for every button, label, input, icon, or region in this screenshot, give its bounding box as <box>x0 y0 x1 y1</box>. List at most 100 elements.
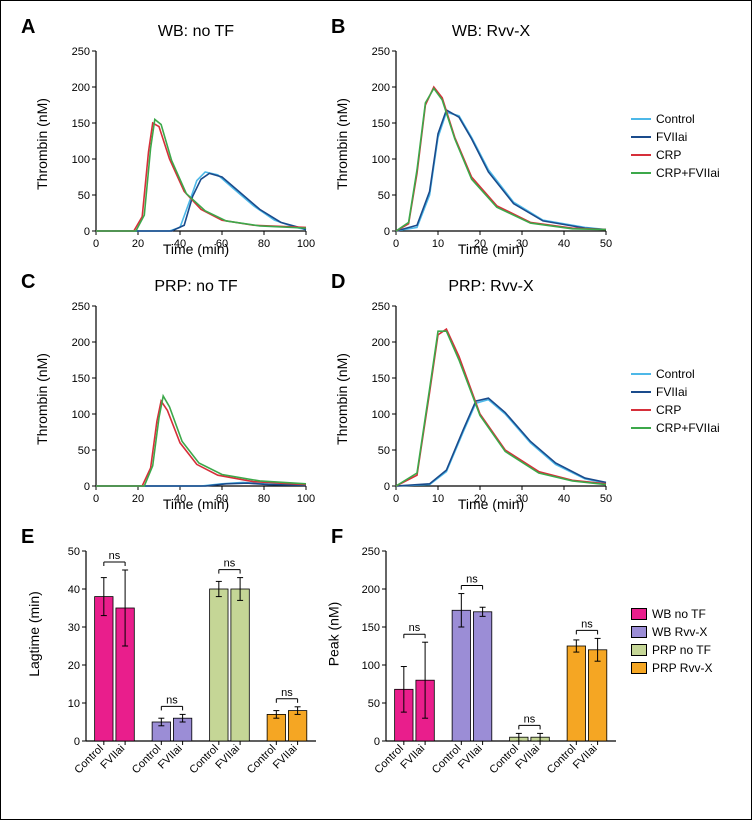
legend-row: FVIIai <box>631 384 720 400</box>
legend-swatch <box>631 391 651 393</box>
svg-text:FVIIai: FVIIai <box>98 743 127 772</box>
svg-text:50: 50 <box>378 190 390 202</box>
legend-label: Control <box>656 112 695 126</box>
svg-text:200: 200 <box>72 337 90 349</box>
svg-text:0: 0 <box>84 481 90 493</box>
svg-text:ns: ns <box>281 687 293 699</box>
legend-label: FVIIai <box>656 385 687 399</box>
legend-label: CRP <box>656 403 681 417</box>
svg-text:250: 250 <box>372 46 390 58</box>
panel-label-e: E <box>21 526 34 549</box>
legend-row: Control <box>631 366 720 382</box>
legend-label: Control <box>656 367 695 381</box>
ylabel-c: Thrombin (nM) <box>34 353 50 445</box>
figure-container: A B C D E F WB: no TF WB: Rvv-X PRP: no … <box>0 0 752 820</box>
legend-swatch <box>631 118 651 120</box>
chart-d: 05010015020025001020304050 <box>356 296 616 516</box>
legend-row: FVIIai <box>631 129 720 145</box>
legend-label: CRP+FVIIai <box>656 166 720 180</box>
svg-text:FVIIai: FVIIai <box>571 743 600 772</box>
svg-text:0: 0 <box>384 226 390 238</box>
legend-label: PRP no TF <box>652 643 711 657</box>
svg-text:ns: ns <box>581 618 593 630</box>
xlabel-a: Time (min) <box>76 241 316 257</box>
svg-text:50: 50 <box>378 445 390 457</box>
legend-row: PRP Rvv-X <box>631 660 712 676</box>
svg-text:100: 100 <box>372 154 390 166</box>
svg-text:30: 30 <box>68 622 80 634</box>
legend-swatch <box>631 172 651 174</box>
svg-text:0: 0 <box>84 226 90 238</box>
svg-text:200: 200 <box>372 337 390 349</box>
legend-row: WB no TF <box>631 606 712 622</box>
panel-label-c: C <box>21 271 35 294</box>
legend-row: CRP <box>631 402 720 418</box>
svg-text:50: 50 <box>68 546 80 558</box>
svg-text:50: 50 <box>78 190 90 202</box>
legend-swatch <box>631 644 647 656</box>
legend-row: CRP <box>631 147 720 163</box>
panel-label-b: B <box>331 16 345 39</box>
svg-text:0: 0 <box>384 481 390 493</box>
svg-text:ns: ns <box>524 713 536 725</box>
svg-text:150: 150 <box>72 118 90 130</box>
chart-title-d: PRP: Rvv-X <box>371 278 611 296</box>
svg-text:50: 50 <box>78 445 90 457</box>
legend-label: WB no TF <box>652 607 706 621</box>
ylabel-a: Thrombin (nM) <box>34 98 50 190</box>
svg-text:200: 200 <box>72 82 90 94</box>
svg-text:200: 200 <box>362 584 380 596</box>
svg-text:100: 100 <box>72 154 90 166</box>
svg-text:ns: ns <box>166 694 178 706</box>
svg-text:250: 250 <box>372 301 390 313</box>
chart-e: 01020304050ControlFVIIainsControlFVIIain… <box>46 541 326 821</box>
svg-text:150: 150 <box>362 622 380 634</box>
svg-text:10: 10 <box>68 698 80 710</box>
svg-text:0: 0 <box>74 736 80 748</box>
legend-swatch <box>631 373 651 375</box>
line-legend-2: Control FVIIai CRP CRP+FVIIai <box>631 366 720 438</box>
bar-legend: WB no TF WB Rvv-X PRP no TF PRP Rvv-X <box>631 606 712 678</box>
legend-label: CRP <box>656 148 681 162</box>
legend-row: PRP no TF <box>631 642 712 658</box>
svg-text:FVIIai: FVIIai <box>456 743 485 772</box>
svg-text:250: 250 <box>72 301 90 313</box>
legend-swatch <box>631 608 647 620</box>
xlabel-b: Time (min) <box>371 241 611 257</box>
legend-row: Control <box>631 111 720 127</box>
legend-swatch <box>631 427 651 429</box>
line-legend-1: Control FVIIai CRP CRP+FVIIai <box>631 111 720 183</box>
legend-row: CRP+FVIIai <box>631 420 720 436</box>
svg-text:250: 250 <box>362 546 380 558</box>
svg-text:ns: ns <box>224 558 236 570</box>
panel-label-f: F <box>331 526 343 549</box>
legend-label: CRP+FVIIai <box>656 421 720 435</box>
xlabel-c: Time (min) <box>76 496 316 512</box>
svg-text:250: 250 <box>72 46 90 58</box>
legend-row: WB Rvv-X <box>631 624 712 640</box>
svg-text:ns: ns <box>466 574 478 586</box>
svg-text:150: 150 <box>372 373 390 385</box>
legend-swatch <box>631 409 651 411</box>
ylabel-e: Lagtime (min) <box>26 591 42 677</box>
svg-text:FVIIai: FVIIai <box>213 743 242 772</box>
svg-text:100: 100 <box>372 409 390 421</box>
chart-title-c: PRP: no TF <box>76 278 316 296</box>
chart-title-a: WB: no TF <box>76 23 316 41</box>
chart-title-b: WB: Rvv-X <box>371 23 611 41</box>
svg-text:200: 200 <box>372 82 390 94</box>
ylabel-d: Thrombin (nM) <box>334 353 350 445</box>
chart-c: 050100150200250020406080100 <box>56 296 316 516</box>
svg-text:FVIIai: FVIIai <box>398 743 427 772</box>
ylabel-b: Thrombin (nM) <box>334 98 350 190</box>
xlabel-d: Time (min) <box>371 496 611 512</box>
svg-text:40: 40 <box>68 584 80 596</box>
svg-text:20: 20 <box>68 660 80 672</box>
legend-swatch <box>631 662 647 674</box>
svg-text:50: 50 <box>368 698 380 710</box>
svg-text:0: 0 <box>374 736 380 748</box>
svg-text:ns: ns <box>409 622 421 634</box>
svg-text:150: 150 <box>372 118 390 130</box>
legend-label: FVIIai <box>656 130 687 144</box>
legend-label: WB Rvv-X <box>652 625 707 639</box>
